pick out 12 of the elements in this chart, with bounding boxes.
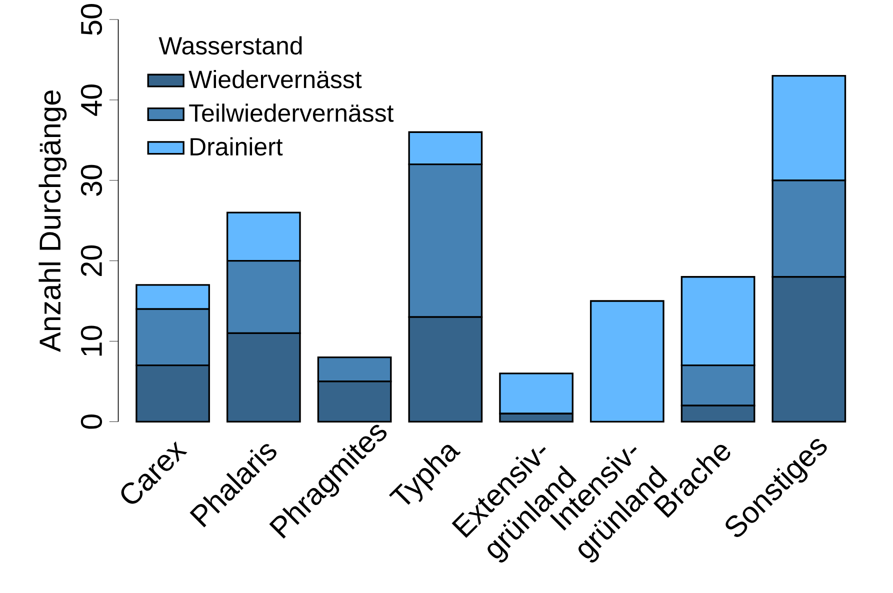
legend-title: Wasserstand (158, 36, 302, 55)
legend-label: Teilwiedervernässt (189, 104, 394, 122)
legend-label: Drainiert (190, 137, 283, 156)
y-tick-label: 40 (80, 84, 102, 116)
bar (590, 300, 664, 422)
y-tick-label: 10 (80, 326, 102, 356)
y-tick-label: 20 (80, 245, 102, 276)
y-axis-title: Anzahl Durchgänge (38, 90, 67, 352)
y-tick-label: 30 (80, 164, 102, 196)
y-tick-label: 0 (80, 414, 102, 429)
y-tick-label: 50 (80, 4, 102, 35)
legend-label: Wiedervernässt (188, 70, 362, 88)
